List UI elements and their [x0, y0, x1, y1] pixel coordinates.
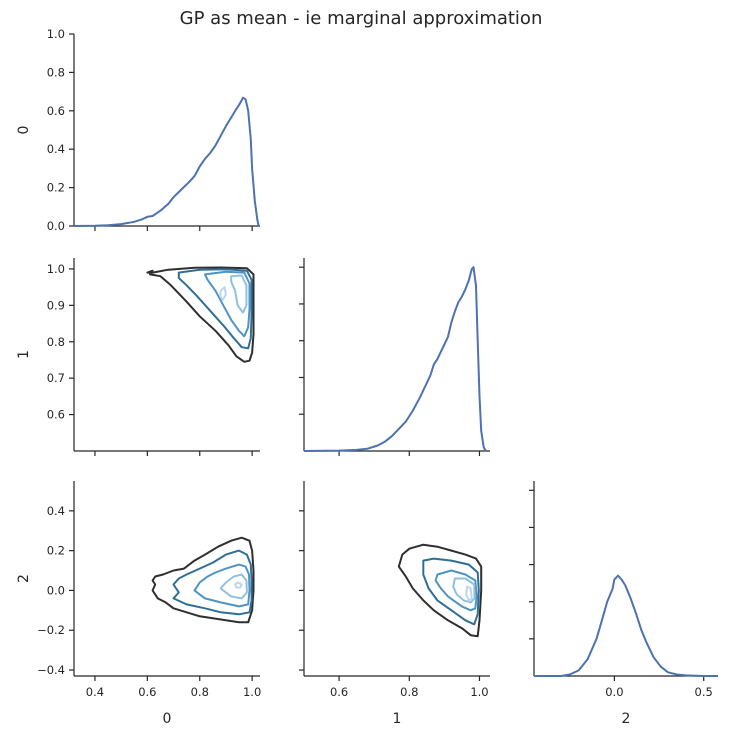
x-tick-label: 1.0 — [470, 685, 488, 699]
x-tick-label: 0.6 — [330, 685, 348, 699]
panel-pair-2-1: 0.6 0.8 1.0 1 — [299, 481, 490, 727]
x-tick-label: 0.8 — [191, 685, 209, 699]
kde-curve — [304, 267, 486, 451]
x-tick-label: 1.0 — [243, 685, 261, 699]
y-tick-label: 0.2 — [47, 544, 65, 558]
contour-level-5 — [235, 583, 242, 588]
figure-title: GP as mean - ie marginal approximation — [180, 8, 543, 29]
y-tick-label: 1.0 — [47, 262, 65, 276]
y-axis-label: 2 — [16, 574, 32, 583]
y-tick-label: 0.0 — [47, 219, 65, 233]
contour-level-4 — [221, 575, 247, 599]
contour-level-5 — [466, 587, 472, 601]
y-tick-label: 0.6 — [47, 408, 65, 422]
x-tick-label: 0.5 — [695, 685, 713, 699]
y-axis-label: 1 — [16, 350, 32, 359]
x-tick-label: 0.0 — [605, 685, 623, 699]
x-axis-label: 2 — [622, 711, 631, 727]
panel-diag-1 — [299, 258, 490, 456]
y-tick-label: 0.0 — [47, 583, 65, 597]
x-tick-label: 0.6 — [138, 685, 156, 699]
x-axis-label: 0 — [163, 711, 172, 727]
kde-curve — [74, 98, 259, 226]
contour-level-5 — [220, 287, 226, 300]
kde-curve — [534, 576, 718, 676]
y-tick-label: 0.8 — [47, 335, 65, 349]
y-tick-label: 0.8 — [47, 65, 65, 79]
contour-level-2 — [174, 551, 252, 615]
y-tick-label: −0.2 — [37, 623, 65, 637]
panel-pair-2-0: −0.4 −0.2 0.0 0.2 0.4 0.4 0.6 0.8 1.0 2 0 — [16, 481, 261, 727]
x-axis-label: 1 — [393, 711, 402, 727]
y-tick-label: 0.6 — [47, 104, 65, 118]
panel-diag-2: 0.0 0.5 2 — [529, 481, 718, 727]
x-tick-label: 0.4 — [86, 685, 104, 699]
contour-level-1 — [147, 268, 253, 362]
panel-diag-0: 0.0 0.2 0.4 0.6 0.8 1.0 0 — [16, 27, 260, 233]
contour-level-4 — [231, 276, 246, 313]
y-tick-label: 1.0 — [47, 27, 65, 41]
y-axis-label: 0 — [16, 126, 32, 135]
y-tick-label: 0.9 — [47, 298, 65, 312]
y-tick-label: 0.4 — [47, 142, 65, 156]
y-tick-label: 0.2 — [47, 181, 65, 195]
panel-pair-1-0: 0.6 0.7 0.8 0.9 1.0 1 — [16, 258, 260, 456]
y-tick-label: 0.4 — [47, 504, 65, 518]
y-tick-label: −0.4 — [37, 663, 65, 677]
y-tick-label: 0.7 — [47, 371, 65, 385]
x-tick-label: 0.8 — [400, 685, 418, 699]
